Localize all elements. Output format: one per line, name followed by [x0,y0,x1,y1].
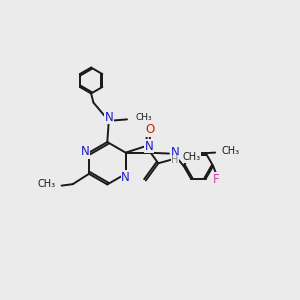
Text: CH₃: CH₃ [222,146,240,156]
Text: O: O [145,123,154,136]
Text: F: F [213,173,219,186]
Text: N: N [121,171,130,184]
Text: N: N [104,111,113,124]
Text: N: N [144,140,153,153]
Text: CH₃: CH₃ [135,112,152,122]
Text: N: N [81,145,90,158]
Text: N: N [171,146,180,159]
Text: CH₃: CH₃ [38,179,56,189]
Text: H: H [171,155,179,165]
Text: CH₃: CH₃ [183,152,201,162]
